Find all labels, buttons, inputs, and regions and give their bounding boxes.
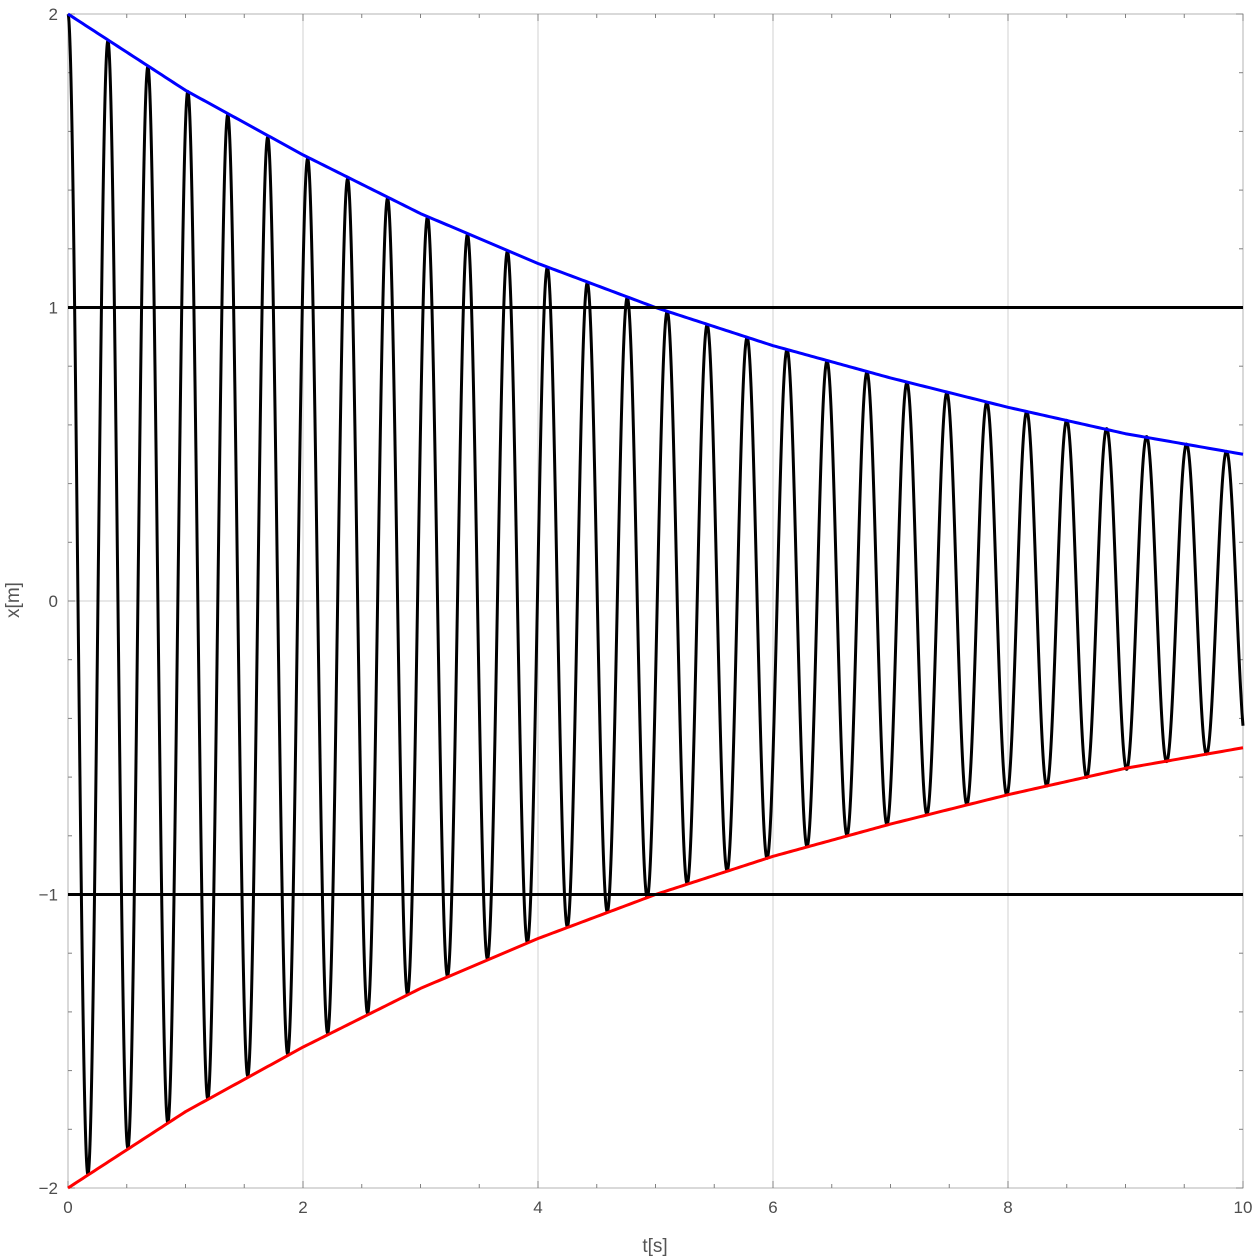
x-axis-label: t[s] <box>642 1236 667 1257</box>
plot-series <box>66 12 1245 1190</box>
y-tick-label: 0 <box>49 592 58 611</box>
x-tick-label: 6 <box>768 1198 777 1217</box>
x-tick-label: 0 <box>63 1198 72 1217</box>
tick-labels: 0 2 4 6 8 10 −2 −1 0 1 2 <box>39 5 1253 1217</box>
x-tick-label: 10 <box>1234 1198 1253 1217</box>
x-tick-label: 4 <box>533 1198 542 1217</box>
y-tick-label: 1 <box>49 299 58 318</box>
y-tick-label: 2 <box>49 5 58 24</box>
y-tick-label: −1 <box>39 886 58 905</box>
y-axis-label: x[m] <box>3 582 24 618</box>
upper-envelope-curve <box>67 12 1244 456</box>
x-tick-label: 2 <box>298 1198 307 1217</box>
y-tick-label: −2 <box>39 1179 58 1198</box>
x-tick-label: 8 <box>1003 1198 1012 1217</box>
oscillation-curve <box>66 12 1245 1176</box>
